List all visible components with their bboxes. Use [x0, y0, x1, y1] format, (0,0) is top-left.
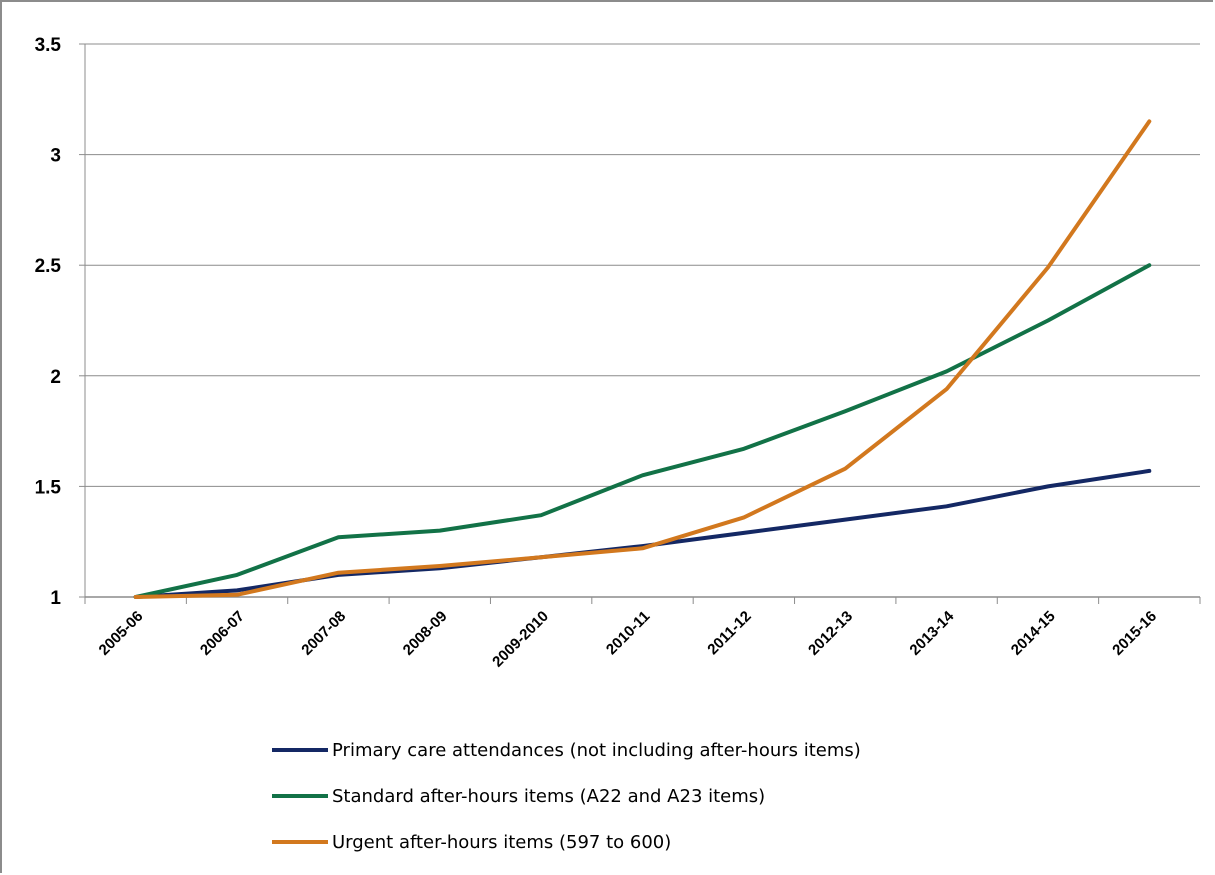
x-tick-label: 2005-06	[96, 608, 147, 659]
x-tick-label: 2013-14	[906, 607, 957, 658]
y-tick-label: 1.5	[35, 477, 62, 498]
x-axis-ticks: 2005-06 2006-07 2007-08 2008-09 2009-2010 201…	[96, 607, 1161, 670]
y-axis-ticks: 1 1.5 2 2.5 3 3.5	[35, 35, 62, 609]
legend-label: Standard after-hours items (A22 and A23 …	[332, 786, 765, 807]
y-tick-label: 2.5	[35, 256, 62, 277]
legend: Primary care attendances (not including …	[272, 740, 861, 853]
x-tick-label: 2014-15	[1008, 608, 1059, 659]
series-line-1	[133, 468, 1152, 599]
series-line-2	[133, 263, 1152, 599]
y-tick-label: 3	[50, 146, 61, 167]
y-tick-label: 3.5	[35, 35, 62, 56]
legend-label: Urgent after-hours items (597 to 600)	[332, 832, 671, 853]
x-tick-label: 2015-16	[1109, 608, 1160, 659]
series-line-3	[133, 119, 1152, 599]
x-tick-label: 2011-12	[704, 608, 754, 658]
x-tick-label: 2009-2010	[489, 608, 552, 671]
x-tick-label: 2007-08	[298, 608, 349, 659]
x-tick-label: 2010-11	[603, 608, 653, 658]
gridlines	[85, 43, 1200, 487]
y-tick-label: 1	[50, 588, 61, 609]
x-tick-label: 2008-09	[400, 608, 451, 659]
series-lines	[133, 119, 1152, 599]
legend-label: Primary care attendances (not including …	[332, 740, 861, 761]
x-tick-label: 2006-07	[197, 608, 248, 659]
axes	[79, 43, 1201, 604]
x-tick-label: 2012-13	[805, 608, 856, 659]
y-tick-label: 2	[50, 367, 61, 388]
